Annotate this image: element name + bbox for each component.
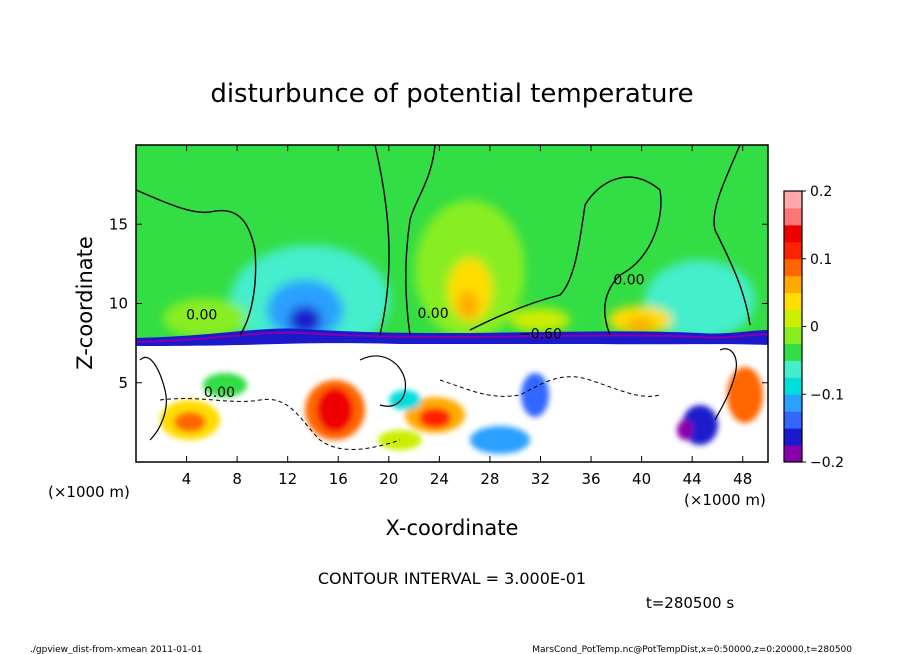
x-tick-label: 32 xyxy=(531,470,550,488)
x-tick-label: 28 xyxy=(480,470,499,488)
y-tick-label: 15 xyxy=(109,215,128,233)
contour-labels: 0.00 0.00 0.00 0.00 −0.60 xyxy=(186,272,644,401)
colorbar-segment xyxy=(784,309,802,327)
contour-label: 0.00 xyxy=(613,272,644,288)
colorbar-segment xyxy=(784,445,802,463)
colorbar-tick-label: −0.1 xyxy=(810,387,844,403)
contour-line-8 xyxy=(359,355,407,407)
contour-interval: CONTOUR INTERVAL = 3.000E-01 xyxy=(318,569,586,588)
contour-label: 0.00 xyxy=(186,307,217,323)
cold-blob-right xyxy=(645,260,755,340)
colorbar-segment xyxy=(784,394,802,412)
warm-hot-center xyxy=(458,291,478,319)
footer-left: ./gpview_dist-from-xmean 2011-01-01 xyxy=(30,645,202,654)
warm-blob-right-core xyxy=(626,318,654,332)
contour-line-3 xyxy=(405,145,436,336)
x-tick-label: 12 xyxy=(278,470,297,488)
x-tick-label: 36 xyxy=(581,470,600,488)
y-tick-label: 10 xyxy=(109,295,128,313)
colorbar xyxy=(783,190,803,463)
x-unit-left: (×1000 m) xyxy=(48,483,130,501)
colorbar-segment xyxy=(784,326,802,344)
lower-shading xyxy=(160,367,763,454)
contour-line-9 xyxy=(139,356,167,441)
colorbar-segment xyxy=(784,258,802,277)
contour-label: 0.00 xyxy=(204,385,235,401)
inversion-edge xyxy=(136,331,768,343)
colorbar-segment xyxy=(784,343,802,361)
y-tick-label: 5 xyxy=(118,374,128,392)
colorbar-segment xyxy=(784,241,802,260)
x-tick-label: 8 xyxy=(232,470,242,488)
colorbar-tick-label: 0 xyxy=(810,320,819,336)
red-anomaly-1-core xyxy=(317,388,353,432)
colorbar-segment xyxy=(784,224,802,243)
y-axis-label: Z-coordinate xyxy=(73,236,97,370)
colorbar-segment xyxy=(784,207,802,226)
warm-blob-left xyxy=(163,298,247,338)
time-label: t=280500 s xyxy=(646,594,734,612)
red-anomaly-2-core xyxy=(419,408,451,428)
warm-blob-mid xyxy=(510,308,570,332)
red-anomaly-3-core xyxy=(174,412,206,432)
colorbar-tick-label: 0.1 xyxy=(810,252,832,268)
contour-line-6 xyxy=(159,398,401,450)
colorbar-segment xyxy=(784,428,802,446)
contour-label: 0.00 xyxy=(417,306,448,322)
contour-label: −0.60 xyxy=(519,326,562,342)
red-anomaly-right xyxy=(727,367,763,423)
x-tick-label: 48 xyxy=(733,470,752,488)
colorbar-segment xyxy=(784,275,802,294)
blue-anomaly-3 xyxy=(521,373,549,417)
x-ticks: 4 8 12 16 20 24 28 32 36 40 44 48 xyxy=(182,145,752,488)
upper-shading xyxy=(163,200,755,355)
x-axis-label: X-coordinate xyxy=(386,516,519,540)
x-tick-label: 20 xyxy=(379,470,398,488)
colorbar-ticks: 0.2 0.1 0 −0.1 −0.2 xyxy=(802,184,844,471)
x-tick-label: 16 xyxy=(329,470,348,488)
colorbar-segment xyxy=(784,191,802,209)
colorbar-segment xyxy=(784,292,802,311)
colorbar-segment xyxy=(784,360,802,378)
contour-line-7 xyxy=(439,376,661,397)
cold-deep-center xyxy=(289,306,321,334)
x-tick-label: 40 xyxy=(632,470,651,488)
contour-line-10 xyxy=(714,348,737,421)
colorbar-segment xyxy=(784,377,802,395)
contour-line-2 xyxy=(374,145,390,336)
y-ticks: 5 10 15 xyxy=(109,215,768,392)
colorbar-tick-label: 0.2 xyxy=(810,184,832,200)
footer-right: MarsCond_PotTemp.nc@PotTempDist,x=0:5000… xyxy=(532,645,852,654)
plot-frame xyxy=(135,144,769,463)
plot-area xyxy=(136,145,768,462)
x-tick-label: 44 xyxy=(683,470,702,488)
colorbar-tick-label: −0.2 xyxy=(810,455,844,471)
cyan-anomaly xyxy=(389,390,421,410)
contour-line-1 xyxy=(136,189,257,336)
x-tick-label: 4 xyxy=(182,470,192,488)
blue-anomaly-1 xyxy=(203,373,247,397)
contour-line-4 xyxy=(469,176,662,336)
chart-title: disturbunce of potential temperature xyxy=(210,79,693,109)
x-unit-right: (×1000 m) xyxy=(684,491,766,509)
purple-anomaly xyxy=(677,420,693,440)
blue-anomaly-2 xyxy=(470,426,530,454)
x-tick-label: 24 xyxy=(430,470,449,488)
colorbar-segment xyxy=(784,411,802,429)
contour-line-5 xyxy=(713,145,751,326)
